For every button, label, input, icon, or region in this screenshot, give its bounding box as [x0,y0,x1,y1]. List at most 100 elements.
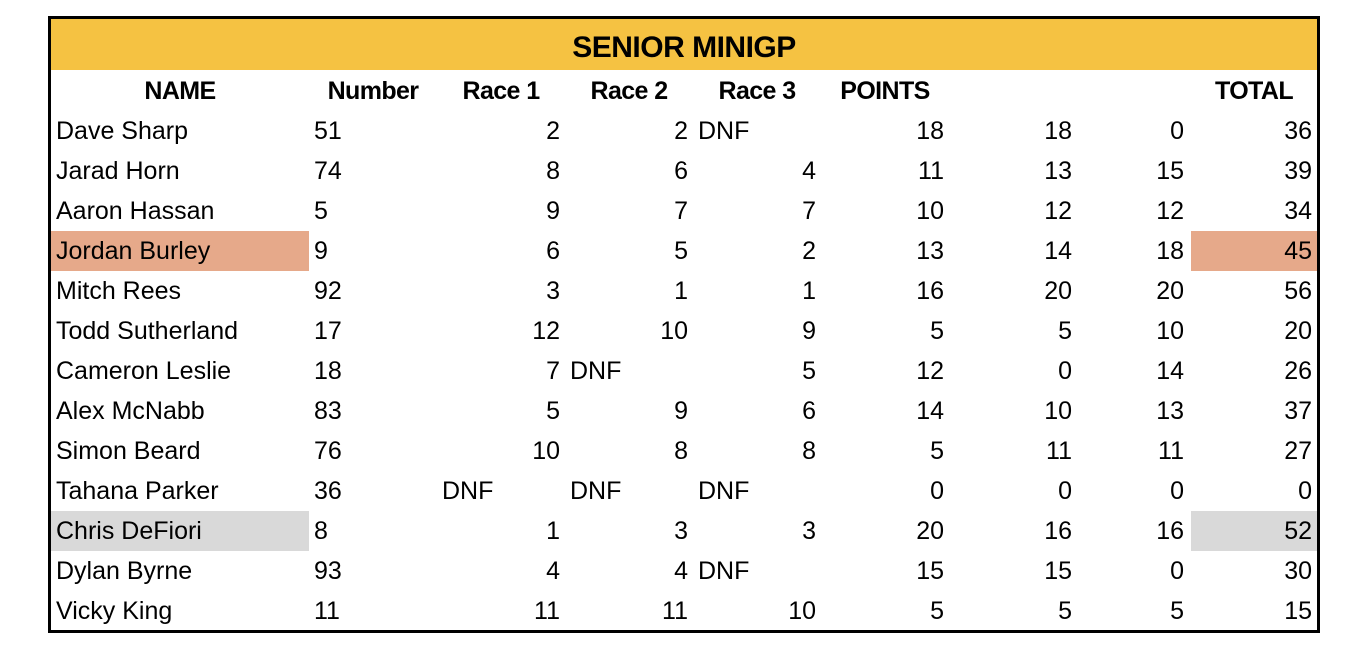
number-cell[interactable]: 92 [314,277,342,305]
number-cell[interactable]: 9 [314,237,328,265]
points-race-1-cell[interactable]: 15 [916,557,944,585]
race-2-cell[interactable]: 8 [674,437,688,465]
race-3-cell[interactable]: 1 [802,277,816,305]
points-race-3-cell[interactable]: 15 [1156,157,1184,185]
points-race-2-cell[interactable]: 13 [1044,157,1072,185]
header-race-2[interactable]: Race 2 [590,77,668,105]
race-1-cell[interactable]: 6 [546,237,560,265]
race-3-cell[interactable]: DNF [698,557,750,585]
total-cell[interactable]: 0 [1298,477,1312,505]
race-1-cell[interactable]: 3 [546,277,560,305]
total-cell[interactable]: 39 [1284,157,1312,185]
points-race-2-cell[interactable]: 5 [1058,317,1072,345]
points-race-3-cell[interactable]: 13 [1156,397,1184,425]
total-cell[interactable]: 36 [1284,117,1312,145]
driver-name-cell[interactable]: Tahana Parker [56,477,219,505]
points-race-2-cell[interactable]: 0 [1058,357,1072,385]
points-race-2-cell[interactable]: 12 [1044,197,1072,225]
number-cell[interactable]: 83 [314,397,342,425]
driver-name-cell[interactable]: Vicky King [56,597,173,625]
driver-name-cell[interactable]: Alex McNabb [56,397,205,425]
points-race-3-cell[interactable]: 12 [1156,197,1184,225]
points-race-3-cell[interactable]: 0 [1170,117,1184,145]
header-race-1[interactable]: Race 1 [462,77,540,105]
driver-name-cell[interactable]: Chris DeFiori [51,511,309,551]
points-race-2-cell[interactable]: 18 [1044,117,1072,145]
race-2-cell[interactable]: 1 [674,277,688,305]
points-race-1-cell[interactable]: 5 [930,437,944,465]
points-race-1-cell[interactable]: 10 [916,197,944,225]
total-cell[interactable]: 34 [1284,197,1312,225]
points-race-2-cell[interactable]: 14 [1044,237,1072,265]
number-cell[interactable]: 93 [314,557,342,585]
race-3-cell[interactable]: 2 [802,237,816,265]
points-race-1-cell[interactable]: 14 [916,397,944,425]
race-3-cell[interactable]: 7 [802,197,816,225]
points-race-2-cell[interactable]: 10 [1044,397,1072,425]
points-race-2-cell[interactable]: 0 [1058,477,1072,505]
points-race-1-cell[interactable]: 0 [930,477,944,505]
header-race-3[interactable]: Race 3 [718,77,796,105]
race-2-cell[interactable]: 11 [662,597,688,625]
race-1-cell[interactable]: 5 [546,397,560,425]
driver-name-cell[interactable]: Aaron Hassan [56,197,215,225]
race-2-cell[interactable]: 3 [674,517,688,545]
points-race-3-cell[interactable]: 5 [1170,597,1184,625]
points-race-1-cell[interactable]: 20 [916,517,944,545]
header-points[interactable]: POINTS [840,77,930,105]
race-1-cell[interactable]: DNF [442,477,494,505]
race-2-cell[interactable]: 5 [674,237,688,265]
header-name[interactable]: NAME [144,77,216,105]
race-3-cell[interactable]: 4 [802,157,816,185]
number-cell[interactable]: 11 [314,597,340,625]
sheet-title[interactable]: SENIOR MINIGP [51,19,1317,70]
points-race-2-cell[interactable]: 20 [1044,277,1072,305]
total-cell[interactable]: 20 [1284,317,1312,345]
driver-name-cell[interactable]: Simon Beard [56,437,201,465]
race-2-cell[interactable]: 7 [674,197,688,225]
total-cell[interactable]: 27 [1284,437,1312,465]
points-race-2-cell[interactable]: 5 [1058,597,1072,625]
race-1-cell[interactable]: 7 [546,357,560,385]
driver-name-cell[interactable]: Dave Sharp [56,117,189,145]
points-race-3-cell[interactable]: 20 [1156,277,1184,305]
points-race-1-cell[interactable]: 5 [930,317,944,345]
driver-name-cell[interactable]: Jordan Burley [51,231,309,271]
total-cell[interactable]: 15 [1284,597,1312,625]
number-cell[interactable]: 36 [314,477,342,505]
race-3-cell[interactable]: DNF [698,477,750,505]
race-1-cell[interactable]: 11 [534,597,560,625]
race-3-cell[interactable]: 6 [802,397,816,425]
race-2-cell[interactable]: DNF [570,357,622,385]
race-3-cell[interactable]: 8 [802,437,816,465]
points-race-3-cell[interactable]: 0 [1170,557,1184,585]
driver-name-cell[interactable]: Todd Sutherland [56,317,239,345]
points-race-2-cell[interactable]: 15 [1044,557,1072,585]
total-cell[interactable]: 45 [1191,231,1317,271]
race-3-cell[interactable]: 5 [802,357,816,385]
race-2-cell[interactable]: 10 [660,317,688,345]
race-1-cell[interactable]: 9 [546,197,560,225]
points-race-3-cell[interactable]: 10 [1156,317,1184,345]
race-1-cell[interactable]: 12 [532,317,560,345]
race-1-cell[interactable]: 1 [546,517,560,545]
number-cell[interactable]: 5 [314,197,328,225]
number-cell[interactable]: 18 [314,357,342,385]
race-1-cell[interactable]: 8 [546,157,560,185]
driver-name-cell[interactable]: Mitch Rees [56,277,182,305]
driver-name-cell[interactable]: Jarad Horn [56,157,180,185]
race-1-cell[interactable]: 2 [546,117,560,145]
race-2-cell[interactable]: 2 [674,117,688,145]
race-3-cell[interactable]: 9 [802,317,816,345]
points-race-2-cell[interactable]: 11 [1046,437,1072,465]
points-race-2-cell[interactable]: 16 [1044,517,1072,545]
total-cell[interactable]: 37 [1284,397,1312,425]
points-race-3-cell[interactable]: 11 [1158,437,1184,465]
driver-name-cell[interactable]: Dylan Byrne [56,557,193,585]
race-1-cell[interactable]: 10 [532,437,560,465]
points-race-1-cell[interactable]: 18 [916,117,944,145]
number-cell[interactable]: 76 [314,437,342,465]
points-race-1-cell[interactable]: 11 [918,157,944,185]
header-empty-1[interactable] [949,71,1077,111]
header-number[interactable]: Number [327,77,419,105]
